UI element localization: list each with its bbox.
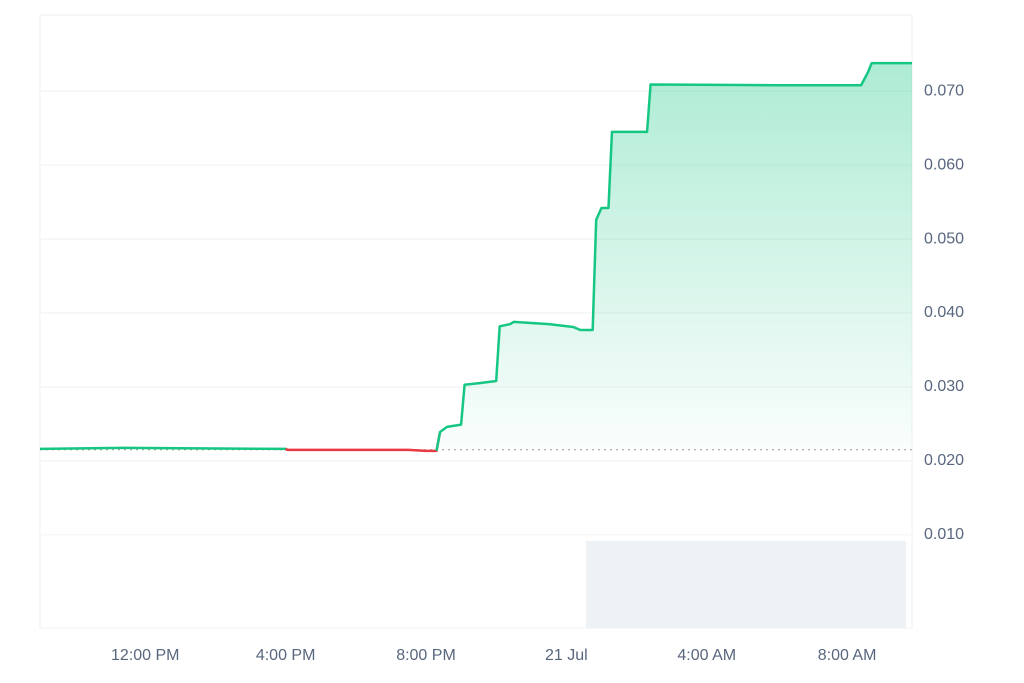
y-tick-label: 0.050 bbox=[924, 230, 964, 247]
x-tick-label: 8:00 PM bbox=[396, 647, 456, 664]
y-tick-label: 0.060 bbox=[924, 156, 964, 173]
price-line bbox=[285, 431, 442, 453]
y-tick-label: 0.010 bbox=[924, 526, 964, 543]
price-line bbox=[435, 61, 912, 452]
y-tick-label: 0.030 bbox=[924, 378, 964, 395]
y-tick-label: 0.040 bbox=[924, 304, 964, 321]
y-tick-label: 0.070 bbox=[924, 82, 964, 99]
area bbox=[40, 63, 912, 450]
y-tick-label: 0.020 bbox=[924, 452, 964, 469]
x-tick-label: 4:00 AM bbox=[677, 647, 736, 664]
x-tick-label: 4:00 PM bbox=[256, 647, 316, 664]
x-tick-label: 12:00 PM bbox=[111, 647, 179, 664]
range-highlight bbox=[586, 541, 906, 628]
x-tick-label: 8:00 AM bbox=[818, 647, 877, 664]
x-tick-label: 21 Jul bbox=[545, 647, 588, 664]
